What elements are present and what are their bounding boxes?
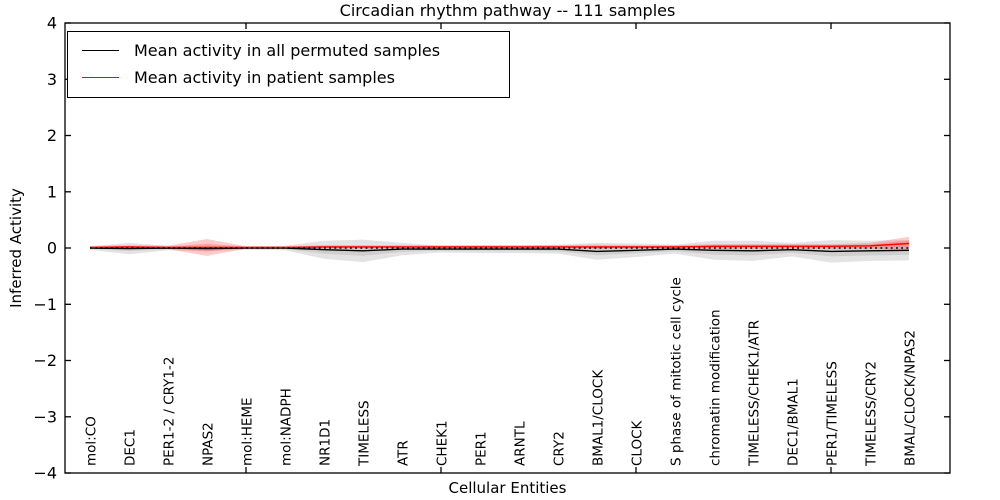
y-tick-label: −2: [33, 351, 57, 370]
confidence-band-permuted: [90, 239, 909, 263]
x-category-label: CLOCK: [630, 419, 646, 466]
x-category-label: NR1D1: [318, 419, 334, 466]
x-category-label: PER1: [474, 431, 490, 466]
y-tick-labels: 4 3 2 1 0 −1 −2 −3 −4: [33, 14, 57, 483]
x-category-label: NPAS2: [201, 422, 217, 466]
x-axis-label: Cellular Entities: [448, 479, 567, 497]
x-category-label: S phase of mitotic cell cycle: [669, 277, 685, 466]
x-category-label: BMAL1/CLOCK: [591, 369, 607, 466]
y-tick-label: 1: [47, 182, 57, 201]
x-category-label: TIMELESS/CRY2: [864, 361, 880, 467]
y-tick-label: −4: [33, 464, 57, 483]
legend-item-permuted: Mean activity in all permuted samples: [68, 37, 509, 64]
y-tick-label: −1: [33, 295, 57, 314]
x-category-label: BMAL/CLOCK/NPAS2: [903, 330, 919, 466]
x-category-label: mol:CO: [84, 416, 100, 466]
y-axis-label: Inferred Activity: [7, 188, 25, 308]
x-category-label: ARNTL: [513, 421, 529, 466]
legend: Mean activity in all permuted samples Me…: [67, 31, 510, 98]
chart-title: Circadian rhythm pathway -- 111 samples: [339, 1, 676, 20]
tick-marks: [65, 22, 950, 474]
x-category-labels: mol:CO DEC1 PER1-2 / CRY1-2 NPAS2 mol:HEME mo…: [84, 277, 919, 467]
y-tick-label: 4: [47, 14, 57, 33]
x-category-label: chromatin modification: [708, 309, 724, 466]
x-category-label: mol:HEME: [240, 397, 256, 466]
x-category-label: PER1/TIMELESS: [825, 361, 841, 466]
y-tick-label: 2: [47, 126, 57, 145]
x-category-label: mol:NADPH: [279, 388, 295, 466]
y-tick-label: −3: [33, 407, 57, 426]
x-category-label: TIMELESS/CHEK1/ATR: [747, 320, 763, 467]
x-category-label: DEC1/BMAL1: [786, 378, 802, 466]
x-category-label: ATR: [396, 440, 412, 466]
x-category-label: TIMELESS: [357, 400, 373, 467]
x-category-label: PER1-2 / CRY1-2: [162, 357, 178, 466]
legend-label-permuted: Mean activity in all permuted samples: [134, 41, 441, 60]
x-category-label: DEC1: [123, 429, 139, 466]
legend-item-patient: Mean activity in patient samples: [68, 64, 509, 91]
legend-line-sample-permuted: [82, 50, 119, 51]
legend-line-sample-patient: [82, 77, 119, 78]
y-tick-label: 3: [47, 70, 57, 89]
x-category-label: CHEK1: [435, 420, 451, 466]
y-tick-label: 0: [47, 239, 57, 258]
x-category-label: CRY2: [552, 431, 568, 466]
legend-label-patient: Mean activity in patient samples: [134, 68, 395, 87]
